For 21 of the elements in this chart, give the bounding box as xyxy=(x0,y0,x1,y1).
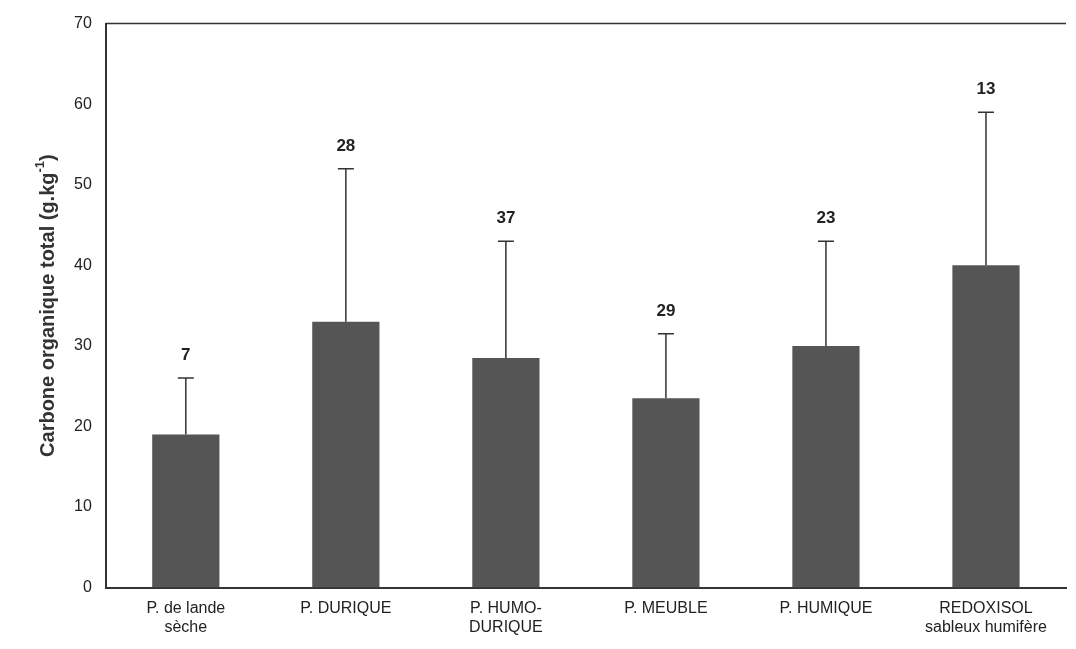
y-tick-label: 30 xyxy=(74,336,92,354)
annotation: 13 xyxy=(976,79,996,99)
y-tick-label: 70 xyxy=(74,14,92,32)
y-tick-label: 10 xyxy=(74,497,92,515)
y-axis-title: Carbone organique total (g.kg-1) xyxy=(31,154,58,457)
x-tick-label: P. DURIQUE xyxy=(300,598,392,616)
y-tick-label: 20 xyxy=(74,416,92,434)
y-tick-label: 40 xyxy=(74,255,92,273)
x-tick-label: REDOXISOL sableux humifère xyxy=(925,598,1048,635)
y-tick-label: 50 xyxy=(74,175,92,193)
annotation: 28 xyxy=(336,135,356,155)
annotation: 29 xyxy=(656,300,676,320)
y-tick-label: 0 xyxy=(82,578,92,596)
annotation: 7 xyxy=(181,345,191,365)
x-tick-label: P. MEUBLE xyxy=(624,598,708,616)
annotation: 23 xyxy=(816,208,836,228)
x-tick-label: P. HUMIQUE xyxy=(779,598,873,616)
y-tick-label: 60 xyxy=(74,94,92,112)
x-tick-label: P. de lande sèche xyxy=(146,598,226,635)
x-tick-label: P. HUMO- DURIQUE xyxy=(468,598,543,635)
annotation: 37 xyxy=(496,208,516,228)
